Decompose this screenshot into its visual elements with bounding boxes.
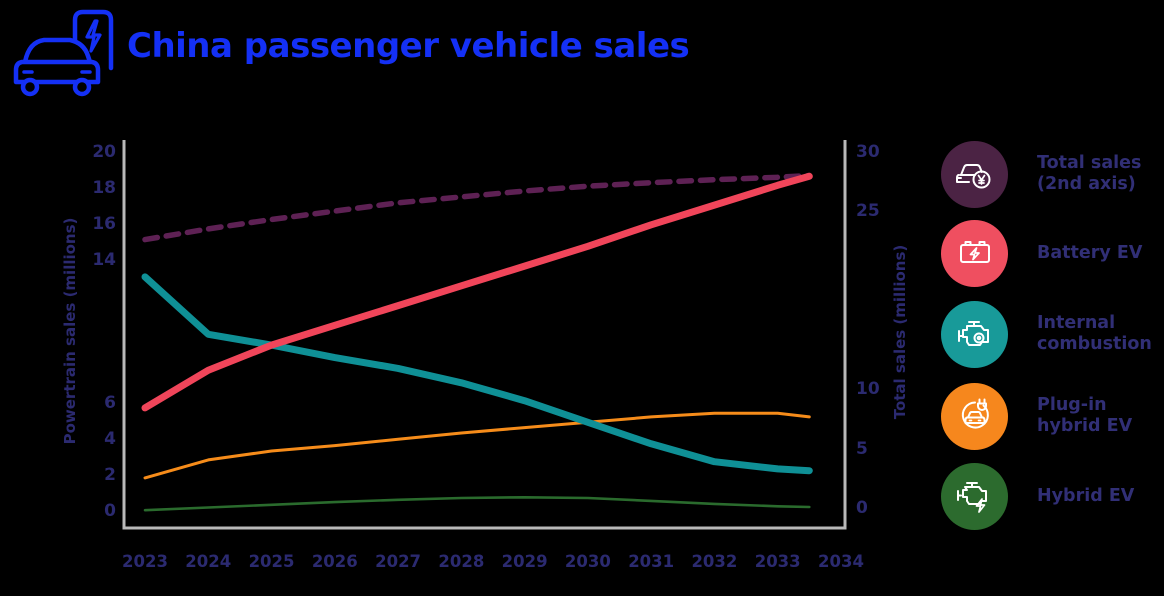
series-line-total-sales-2nd-axis- xyxy=(142,172,813,243)
series-line-hybrid-ev xyxy=(143,495,811,512)
legend-label-plug-in-hybrid: Plug-in hybrid EV xyxy=(1037,395,1133,436)
legend-item-plug-in-hybrid: Plug-in hybrid EV xyxy=(941,382,1132,450)
x-tick-label: 2028 xyxy=(438,552,485,571)
plug-car-icon xyxy=(961,398,989,429)
x-tick-label: 2026 xyxy=(311,552,358,571)
axis-frame xyxy=(122,140,847,530)
legend-item-hybrid-ev: Hybrid EV xyxy=(941,462,1134,530)
engine-bolt-icon xyxy=(956,482,987,513)
x-tick-label: 2031 xyxy=(628,552,675,571)
car-yen-coin-icon xyxy=(955,164,990,189)
legend-label-total-sales: Total sales (2nd axis) xyxy=(1037,153,1142,194)
x-tick-label: 2023 xyxy=(122,552,168,571)
y-left-tick-label: 4 xyxy=(104,429,116,450)
x-tick-label: 2024 xyxy=(185,552,232,571)
header: China passenger vehicle sales xyxy=(0,0,1164,110)
y-right-tick-label: 5 xyxy=(856,438,868,459)
x-tick-label: 2025 xyxy=(248,552,295,571)
y-right-tick-label: 10 xyxy=(856,379,880,400)
x-tick-label: 2034 xyxy=(818,552,864,571)
x-tick-label: 2029 xyxy=(501,552,548,571)
y-left-tick-label: 0 xyxy=(104,501,116,521)
legend-label-internal-combustion: Internal combustion xyxy=(1037,313,1152,354)
legend-label-hybrid-ev: Hybrid EV xyxy=(1037,485,1135,506)
engine-icon xyxy=(957,321,989,346)
y-right-tick-label: 0 xyxy=(856,498,868,518)
y-left-tick-label: 16 xyxy=(92,213,116,234)
legend-item-internal-combustion: Internal combustion xyxy=(941,300,1152,368)
right-axis-title: Total sales (millions) xyxy=(891,244,909,420)
y-left-tick-label: 2 xyxy=(104,465,116,486)
y-left-tick-label: 14 xyxy=(92,249,116,270)
legend-swatch-plug-in-hybrid xyxy=(941,382,1008,450)
page-title: China passenger vehicle sales xyxy=(127,26,690,66)
legend-swatch-hybrid-ev xyxy=(941,462,1008,530)
left-axis-title: Powertrain sales (millions) xyxy=(61,217,79,445)
x-tick-label: 2032 xyxy=(691,552,738,571)
y-left-tick-label: 20 xyxy=(92,142,116,162)
legend-item-battery-ev: Battery EV xyxy=(941,219,1142,287)
y-right-tick-label: 25 xyxy=(856,201,880,222)
ev-car-charging-icon xyxy=(13,9,114,97)
series-line-plug-in-hybrid-ev xyxy=(143,411,811,480)
battery-bolt-icon xyxy=(959,241,990,263)
y-right-tick-label: 30 xyxy=(856,141,880,162)
y-left-tick-label: 6 xyxy=(104,393,116,414)
legend-swatch-battery-ev xyxy=(941,219,1008,287)
series-line-internal-combustion xyxy=(141,273,813,475)
y-left-tick-label: 18 xyxy=(92,177,116,198)
legend-swatch-internal-combustion xyxy=(941,300,1008,368)
x-tick-label: 2030 xyxy=(564,552,611,571)
x-tick-label: 2033 xyxy=(754,552,801,571)
legend-label-battery-ev: Battery EV xyxy=(1037,242,1143,263)
legend-swatch-total-sales xyxy=(941,140,1008,208)
series-line-battery-ev xyxy=(141,172,813,412)
legend-item-total-sales: Total sales (2nd axis) xyxy=(941,140,1141,208)
x-tick-label: 2027 xyxy=(375,552,422,571)
